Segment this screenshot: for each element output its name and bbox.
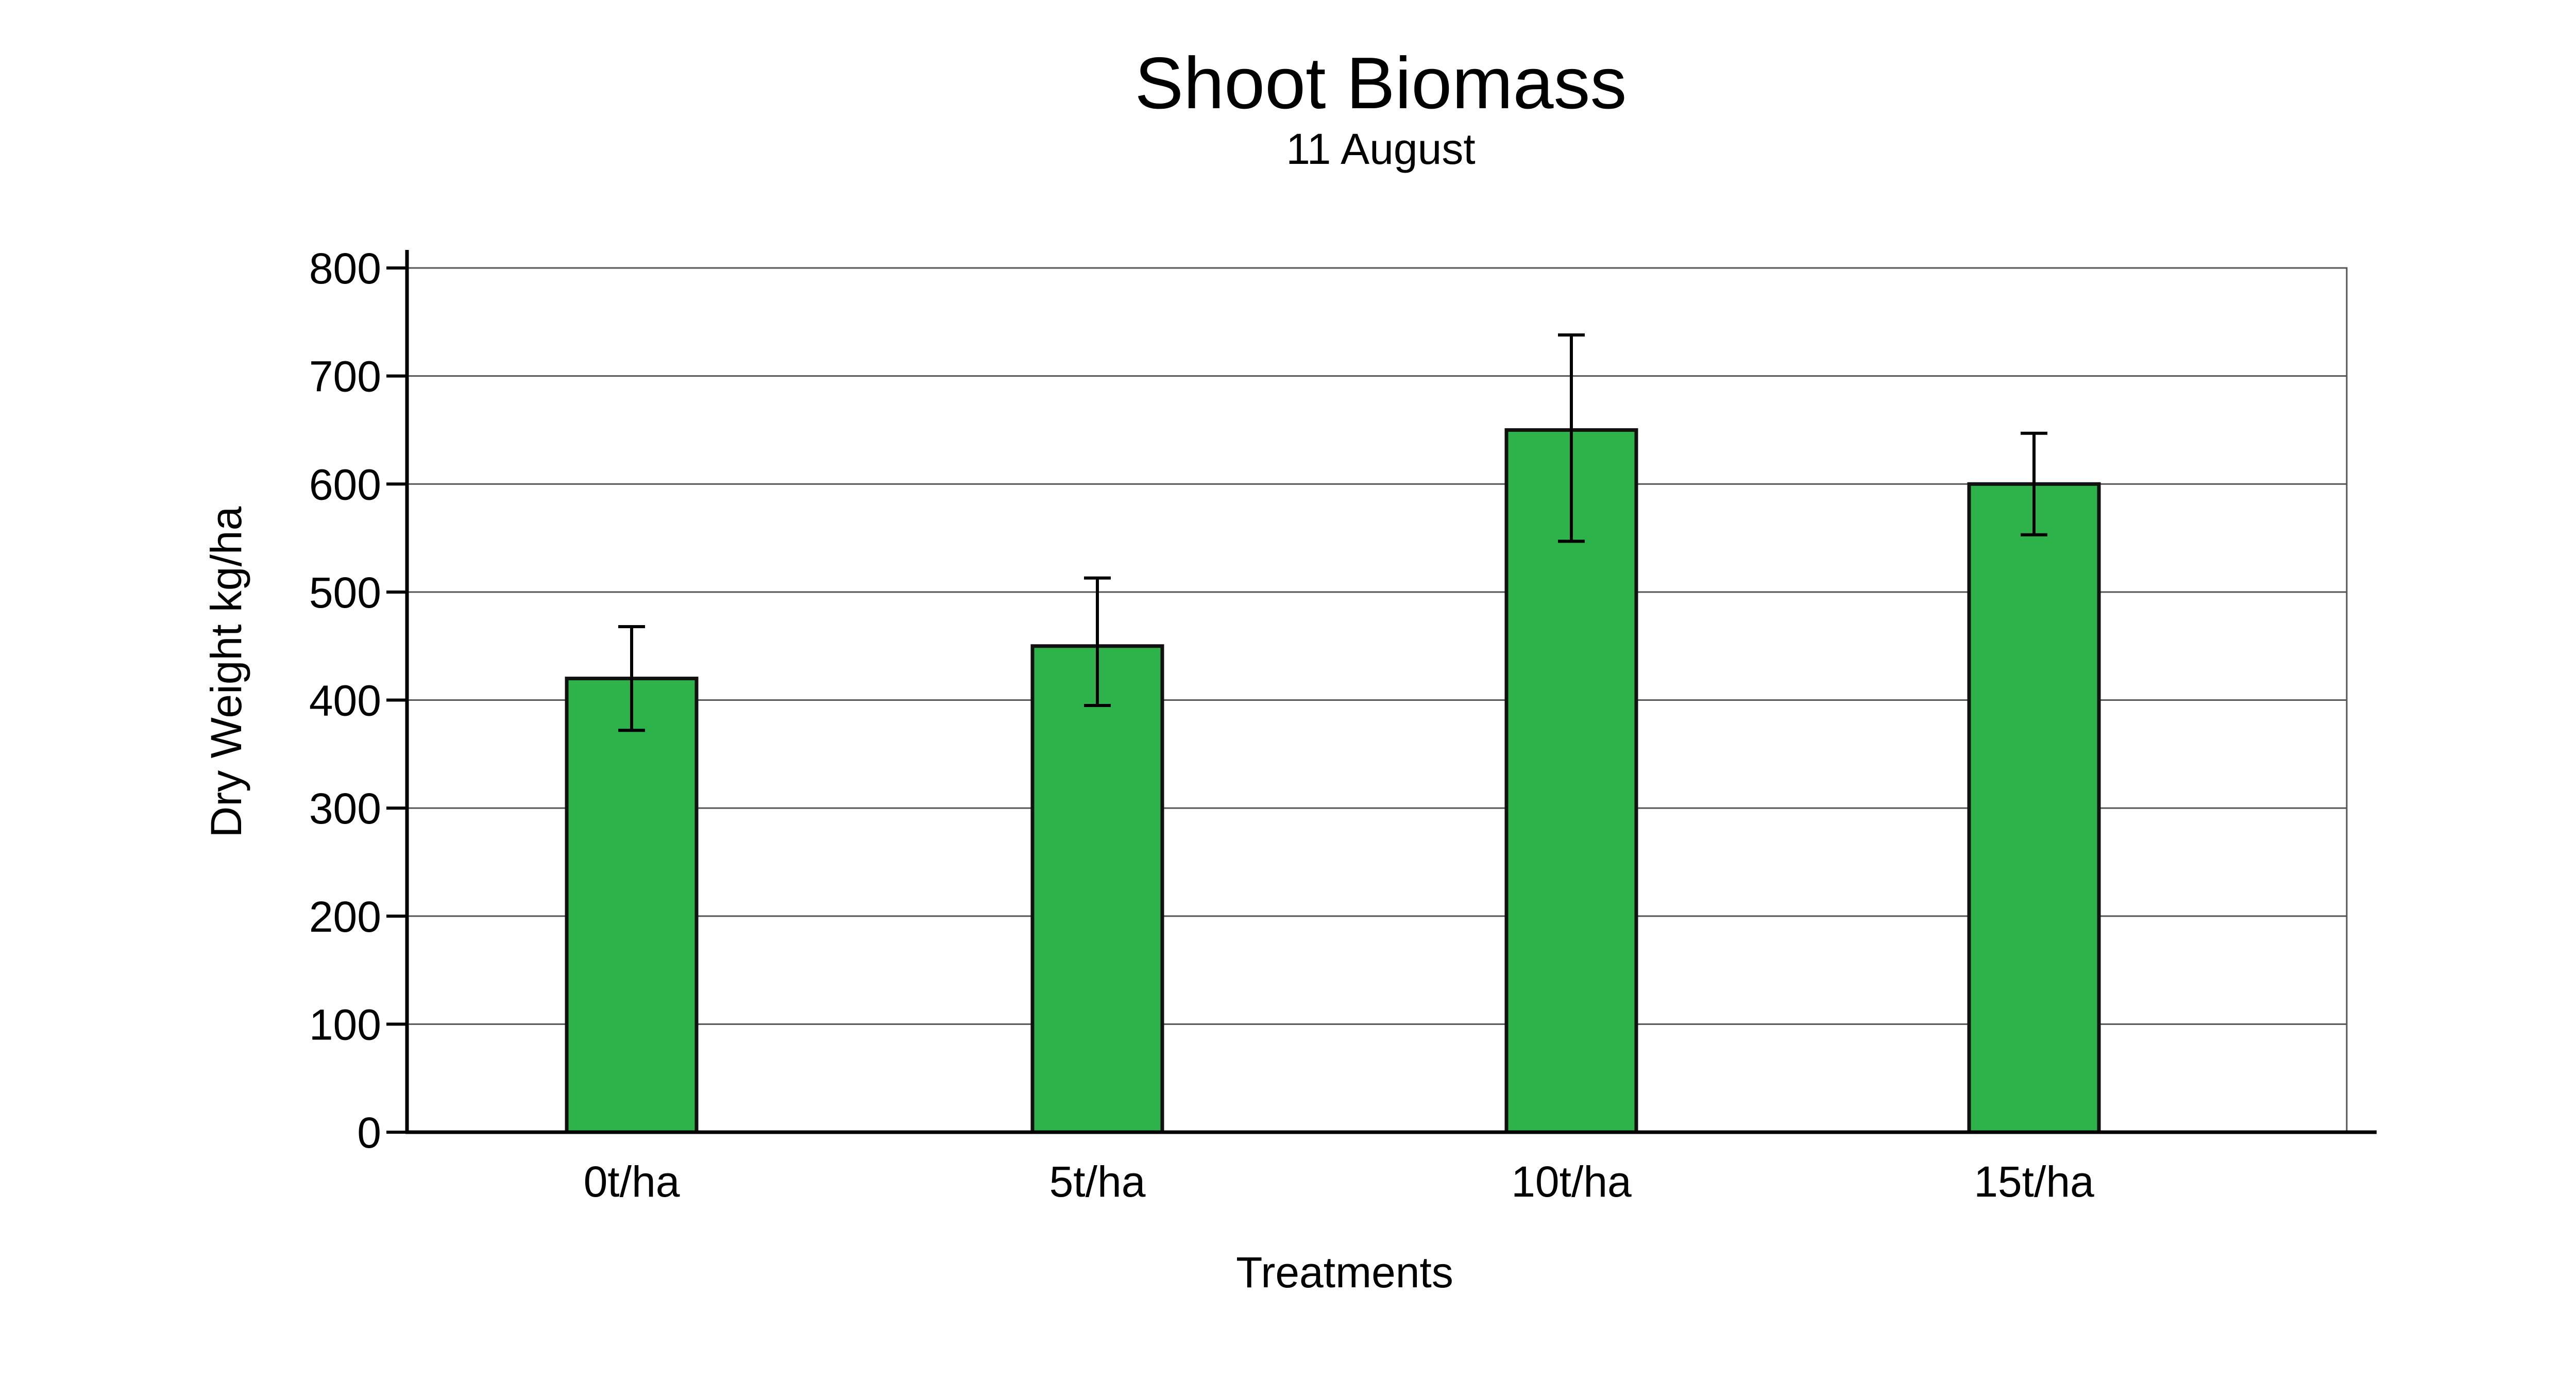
bar-3 bbox=[1504, 428, 1638, 1134]
x-tick-label: 15t/ha bbox=[1974, 1157, 2094, 1206]
y-tick-label: 700 bbox=[309, 352, 381, 401]
y-tick-label: 500 bbox=[309, 568, 381, 617]
chart-subtitle: 11 August bbox=[1286, 125, 1475, 173]
x-tick-label: 0t/ha bbox=[584, 1157, 680, 1206]
y-tick-label: 600 bbox=[309, 460, 381, 509]
y-tick-label: 0 bbox=[357, 1108, 381, 1157]
y-tick-label: 300 bbox=[309, 784, 381, 833]
y-tick-label: 800 bbox=[309, 244, 381, 293]
plot-area: 0 100 200 300 400 500 600 700 800 0t/ha 5t/ha 10t/h… bbox=[309, 244, 2377, 1206]
y-axis-label: Dry Weight kg/ha bbox=[202, 506, 250, 837]
y-tick-label: 200 bbox=[309, 893, 381, 941]
y-tick-label: 400 bbox=[309, 677, 381, 725]
x-axis-label: Treatments bbox=[1236, 1248, 1453, 1297]
y-tick-label: 100 bbox=[309, 1000, 381, 1049]
bar-2 bbox=[1030, 644, 1164, 1134]
x-tick-label: 10t/ha bbox=[1511, 1157, 1632, 1206]
bar-1 bbox=[565, 677, 699, 1134]
bar-4 bbox=[1967, 482, 2101, 1134]
chart-title: Shoot Biomass bbox=[1134, 42, 1626, 124]
x-tick-label: 5t/ha bbox=[1049, 1157, 1146, 1206]
